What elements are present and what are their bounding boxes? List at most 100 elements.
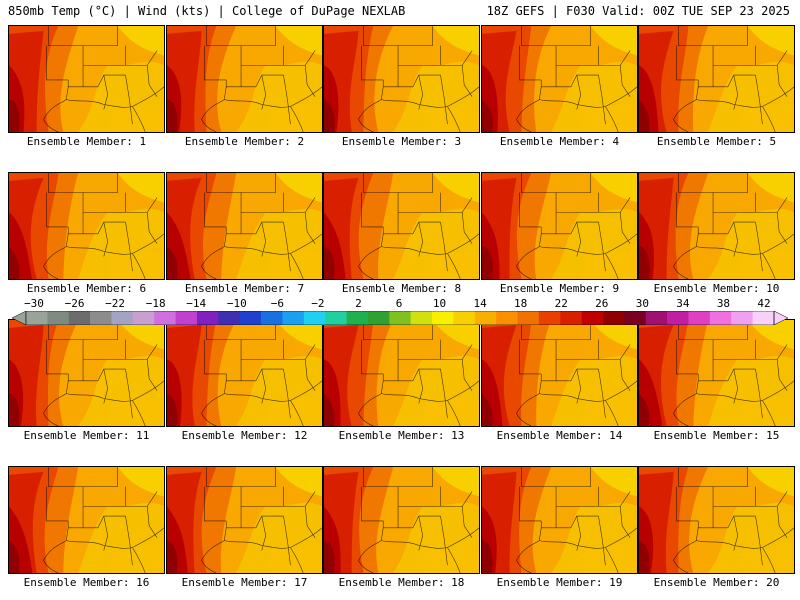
- colorbar-swatch: [303, 311, 326, 325]
- colorbar-swatch: [239, 311, 262, 325]
- colorbar-swatch: [709, 311, 732, 325]
- colorbar-swatch: [90, 311, 112, 325]
- ensemble-member-map: [323, 466, 480, 574]
- colorbar-swatch: [282, 311, 305, 325]
- colorbar-swatch: [196, 311, 219, 325]
- colorbar-tick-label: 18: [514, 297, 528, 310]
- ensemble-member-map: [8, 466, 165, 574]
- ensemble-member-map: [638, 319, 795, 427]
- colorbar-swatch: [175, 311, 198, 325]
- ensemble-member-label: Ensemble Member: 18: [338, 576, 465, 589]
- ensemble-member-label: Ensemble Member: 13: [338, 429, 465, 442]
- colorbar-swatch: [645, 311, 668, 325]
- colorbar-swatch: [731, 311, 753, 325]
- colorbar-swatch: [410, 311, 433, 325]
- ensemble-member-map: [481, 25, 638, 133]
- colorbar-tick-label: 34: [676, 297, 690, 310]
- colorbar-swatch: [154, 311, 176, 325]
- colorbar-swatch: [367, 311, 390, 325]
- colorbar-tick-label: 10: [432, 297, 447, 310]
- colorbar-swatch: [560, 311, 582, 325]
- ensemble-member-label: Ensemble Member: 8: [341, 282, 462, 295]
- ensemble-member-map: [481, 172, 638, 280]
- ensemble-member-label: Ensemble Member: 20: [653, 576, 780, 589]
- ensemble-member-label: Ensemble Member: 12: [181, 429, 308, 442]
- colorbar-tick-label: 2: [355, 297, 362, 310]
- colorbar-swatch: [603, 311, 625, 325]
- ensemble-member-label: Ensemble Member: 16: [23, 576, 150, 589]
- ensemble-member-label: Ensemble Member: 2: [184, 135, 305, 148]
- ensemble-member-map: [166, 319, 323, 427]
- ensemble-member-map: [481, 319, 638, 427]
- ensemble-member-label: Ensemble Member: 11: [23, 429, 150, 442]
- ensemble-member-map: [323, 25, 480, 133]
- colorbar-swatch: [389, 311, 411, 325]
- ensemble-member-map: [8, 25, 165, 133]
- ensemble-member-label: Ensemble Member: 4: [499, 135, 620, 148]
- colorbar-tick-label: −2: [311, 297, 325, 310]
- colorbar-swatch: [752, 311, 775, 325]
- colorbar-swatch: [688, 311, 711, 325]
- colorbar-tick-label: −14: [186, 297, 207, 310]
- colorbar-tick-label: −18: [145, 297, 166, 310]
- colorbar-swatch: [496, 311, 518, 325]
- colorbar-tick-label: −6: [270, 297, 284, 310]
- colorbar-swatch: [26, 311, 48, 325]
- ensemble-member-label: Ensemble Member: 9: [499, 282, 620, 295]
- ensemble-member-label: Ensemble Member: 15: [653, 429, 780, 442]
- ensemble-member-map: [166, 172, 323, 280]
- colorbar-swatch: [517, 311, 540, 325]
- colorbar-tick-label: 30: [635, 297, 649, 310]
- ensemble-member-label: Ensemble Member: 17: [181, 576, 308, 589]
- ensemble-member-label: Ensemble Member: 3: [341, 135, 462, 148]
- temperature-colorbar: [12, 311, 788, 325]
- ensemble-member-label: Ensemble Member: 10: [653, 282, 780, 295]
- colorbar-tick-label: 38: [716, 297, 731, 310]
- ensemble-member-label: Ensemble Member: 14: [496, 429, 623, 442]
- ensemble-member-map: [323, 319, 480, 427]
- colorbar-tick-label: 14: [473, 297, 487, 310]
- colorbar-tick-label: −26: [64, 297, 85, 310]
- ensemble-member-map: [8, 319, 165, 427]
- header-right-title: 18Z GEFS | F030 Valid: 00Z TUE SEP 23 20…: [486, 4, 790, 18]
- colorbar-swatch: [325, 311, 347, 325]
- colorbar-outline: [25, 311, 775, 325]
- ensemble-member-label: Ensemble Member: 6: [26, 282, 147, 295]
- ensemble-member-label: Ensemble Member: 19: [496, 576, 623, 589]
- colorbar-tick-label: 6: [395, 297, 403, 310]
- ensemble-member-label: Ensemble Member: 1: [26, 135, 147, 148]
- colorbar-swatch: [453, 311, 476, 325]
- ensemble-member-map: [638, 25, 795, 133]
- header-left-title: 850mb Temp (°C) | Wind (kts) | College o…: [8, 4, 406, 18]
- colorbar-swatch: [261, 311, 283, 325]
- colorbar-swatch: [47, 311, 70, 325]
- colorbar-max-arrow: [773, 311, 788, 325]
- colorbar-min-arrow: [12, 311, 27, 325]
- ensemble-member-map: [638, 172, 795, 280]
- ensemble-member-map: [323, 172, 480, 280]
- colorbar-swatch: [132, 311, 155, 325]
- colorbar-swatch: [346, 311, 369, 325]
- colorbar-swatch: [432, 311, 454, 325]
- colorbar-tick-label: −30: [24, 297, 44, 310]
- ensemble-member-map: [638, 466, 795, 574]
- colorbar-tick-label: 42: [757, 297, 771, 310]
- ensemble-member-map: [481, 466, 638, 574]
- colorbar-swatch: [218, 311, 241, 325]
- colorbar-tick-label: 22: [554, 297, 568, 310]
- colorbar-swatch: [68, 311, 91, 325]
- colorbar-tick-label: −10: [226, 297, 247, 310]
- colorbar-tick-label: −22: [105, 297, 126, 310]
- colorbar-tick-label: 26: [595, 297, 609, 310]
- ensemble-member-map: [8, 172, 165, 280]
- colorbar-swatch: [474, 311, 497, 325]
- colorbar-swatch: [624, 311, 647, 325]
- ensemble-member-label: Ensemble Member: 5: [656, 135, 777, 148]
- colorbar-swatch: [581, 311, 604, 325]
- colorbar-tick-labels: −30 −26 −22 −18 −14 −10 −6 −2 2 6 10 14 18 22 26 30 34 38…: [12, 297, 788, 311]
- ensemble-member-map: [166, 466, 323, 574]
- colorbar-swatch: [667, 311, 689, 325]
- ensemble-member-label: Ensemble Member: 7: [184, 282, 305, 295]
- colorbar-swatch: [111, 311, 134, 325]
- ensemble-member-map: [166, 25, 323, 133]
